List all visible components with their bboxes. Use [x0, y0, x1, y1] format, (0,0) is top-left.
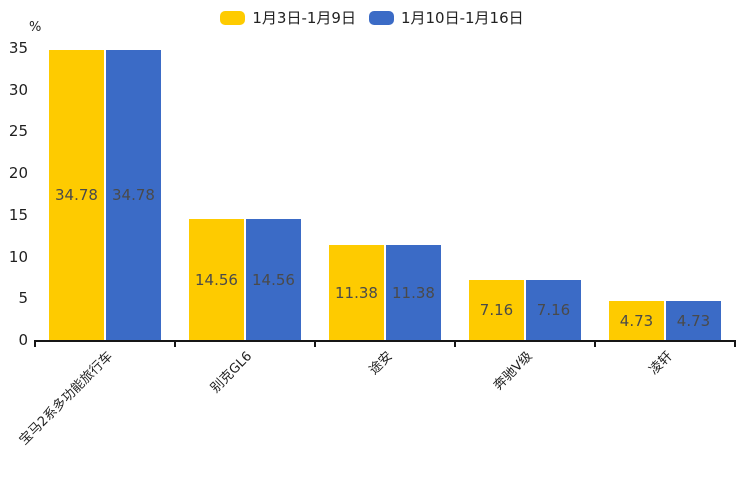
- y-axis-tick-label: 20: [8, 164, 28, 183]
- category-label: 途安: [366, 349, 396, 379]
- legend-item-week2[interactable]: 1月10日-1月16日: [368, 7, 524, 28]
- y-axis-unit-label: %: [29, 20, 42, 35]
- bar-value-label: 7.16: [536, 301, 571, 319]
- x-axis-tick: [734, 341, 736, 347]
- bar-value-label: 14.56: [252, 270, 295, 289]
- bar-week2: 4.73: [666, 301, 721, 340]
- category-label: 奔驰V级: [491, 349, 536, 394]
- bar-value-label: 11.38: [335, 283, 378, 302]
- bar-week1: 11.38: [329, 245, 384, 340]
- x-axis-tick: [594, 341, 596, 347]
- x-axis-line: [34, 340, 736, 342]
- legend-swatch-yellow: [220, 10, 246, 25]
- y-axis-tick-label: 10: [8, 247, 28, 266]
- legend-swatch-blue: [368, 10, 394, 25]
- bar-week1: 14.56: [189, 219, 244, 340]
- legend-item-week1[interactable]: 1月3日-1月9日: [220, 7, 356, 28]
- bar-value-label: 14.56: [195, 270, 238, 289]
- legend-label-week1: 1月3日-1月9日: [252, 9, 356, 27]
- y-axis-tick-label: 35: [8, 39, 28, 57]
- bar-value-label: 4.73: [676, 311, 711, 330]
- y-axis-tick-label: 5: [18, 289, 28, 308]
- bar-value-label: 4.73: [619, 311, 654, 330]
- bar-value-label: 11.38: [392, 283, 435, 302]
- bar-week1: 4.73: [609, 301, 664, 340]
- bar-value-label: 34.78: [55, 186, 98, 204]
- legend-label-week2: 1月10日-1月16日: [400, 9, 524, 27]
- x-axis-tick: [314, 341, 316, 347]
- legend: 1月3日-1月9日 1月10日-1月16日: [0, 7, 744, 28]
- bar-week1: 34.78: [49, 50, 104, 340]
- x-axis-tick: [34, 341, 36, 347]
- bar-week2: 34.78: [106, 50, 161, 340]
- bar-week2: 7.16: [526, 280, 581, 340]
- bar-week2: 14.56: [246, 219, 301, 340]
- category-label: 别克GL6: [208, 349, 256, 397]
- y-axis-tick-label: 15: [8, 205, 28, 224]
- y-axis-tick-label: 25: [8, 122, 28, 141]
- y-axis-tick-label: 0: [18, 331, 28, 349]
- category-label: 宝马2系多功能旅行车: [16, 349, 116, 449]
- x-axis-tick: [454, 341, 456, 347]
- bar-week1: 7.16: [469, 280, 524, 340]
- category-label: 凌轩: [646, 349, 676, 379]
- bar-value-label: 7.16: [479, 301, 514, 319]
- bar-week2: 11.38: [386, 245, 441, 340]
- y-axis-tick-label: 30: [8, 80, 28, 99]
- bar-value-label: 34.78: [112, 186, 155, 204]
- x-axis-tick: [174, 341, 176, 347]
